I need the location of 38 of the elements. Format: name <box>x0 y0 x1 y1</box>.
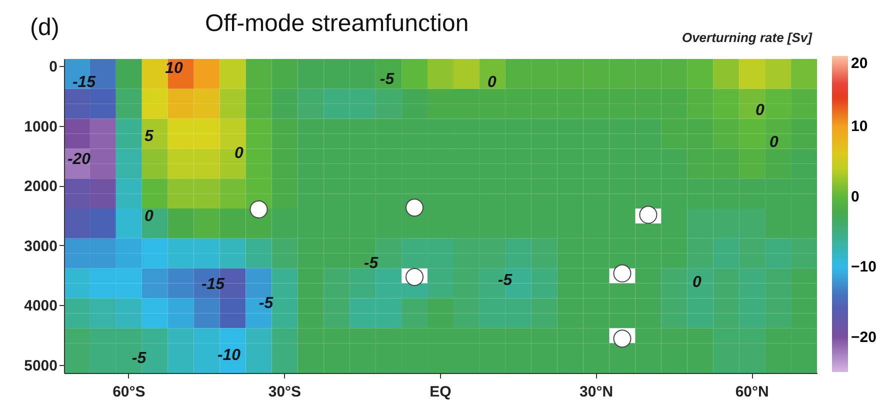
point <box>250 200 268 218</box>
annotation: -5 <box>132 350 148 367</box>
annotation: -5 <box>380 71 396 88</box>
y-tick-label: 4000 <box>24 298 58 315</box>
x-tick-label: 30°S <box>268 384 302 400</box>
x-tick-label: 60°N <box>735 384 769 400</box>
point <box>406 198 424 217</box>
annotation: -5 <box>364 255 380 272</box>
annotation: 0 <box>234 145 244 162</box>
x-tick-label: 60°S <box>112 384 146 400</box>
color-bar-label: 20 <box>851 55 868 72</box>
x-tick-label: EQ <box>430 384 452 400</box>
annotation: 10 <box>165 60 183 77</box>
x-tick-label: 30°N <box>580 384 614 400</box>
annotation: 0 <box>756 102 765 119</box>
annotation: 0 <box>770 134 779 151</box>
annotation: 0 <box>692 274 702 291</box>
y-tick-label: 5000 <box>24 358 58 375</box>
y-tick-label: 1000 <box>24 118 58 136</box>
y-tick-label: 3000 <box>24 238 58 255</box>
annotation: 5 <box>144 128 155 145</box>
annotation: -5 <box>498 272 514 289</box>
annotation: 0 <box>144 208 154 225</box>
chart-title: Off-mode streamfunction <box>205 10 469 37</box>
y-tick-label: 2000 <box>24 178 58 196</box>
annotation: -15 <box>201 276 226 293</box>
y-tick-label: 0 <box>49 58 58 76</box>
annotation: -5 <box>258 295 274 312</box>
color-bar-label: 0 <box>851 188 860 206</box>
color-bar-label: −20 <box>851 328 876 346</box>
text: (d) <box>30 14 60 41</box>
color-bar-label: 10 <box>851 118 868 136</box>
annotation: 0 <box>488 74 497 91</box>
color-bar-title: Overturning rate [Sv] <box>682 30 813 45</box>
annotation: -10 <box>217 347 241 364</box>
color-bar-label: −10 <box>851 258 876 276</box>
annotation: -15 <box>72 74 97 91</box>
annotation: -20 <box>67 151 91 168</box>
